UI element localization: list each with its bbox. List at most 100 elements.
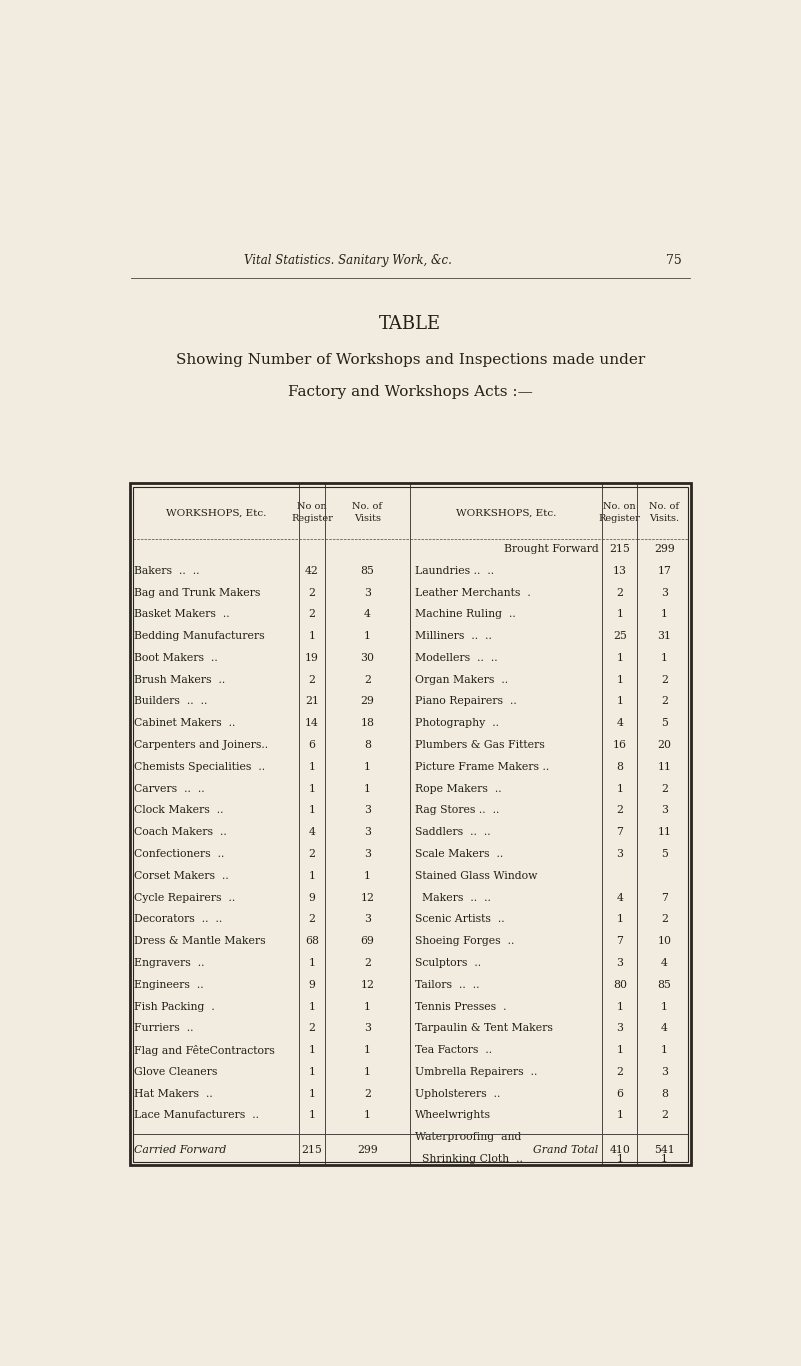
Text: 3: 3 xyxy=(364,1023,371,1033)
Text: 1: 1 xyxy=(364,784,371,794)
Text: Vital Statistics. Sanitary Work, &c.: Vital Statistics. Sanitary Work, &c. xyxy=(244,254,452,266)
Text: Corset Makers  ..: Corset Makers .. xyxy=(135,870,229,881)
Text: Plumbers & Gas Fitters: Plumbers & Gas Fitters xyxy=(415,740,545,750)
Text: 1: 1 xyxy=(616,1154,623,1164)
Text: Chemists Specialities  ..: Chemists Specialities .. xyxy=(135,762,265,772)
Text: Dress & Mantle Makers: Dress & Mantle Makers xyxy=(135,936,266,947)
Text: Clock Makers  ..: Clock Makers .. xyxy=(135,806,223,816)
Text: 3: 3 xyxy=(616,1023,623,1033)
Text: Hat Makers  ..: Hat Makers .. xyxy=(135,1089,213,1098)
Text: 215: 215 xyxy=(302,1145,323,1154)
Text: 5: 5 xyxy=(661,850,668,859)
Text: 2: 2 xyxy=(616,587,623,597)
Text: Factory and Workshops Acts :—: Factory and Workshops Acts :— xyxy=(288,385,533,399)
Text: Machine Ruling  ..: Machine Ruling .. xyxy=(415,609,516,619)
Text: 2: 2 xyxy=(661,697,668,706)
Text: 4: 4 xyxy=(616,892,623,903)
Text: 25: 25 xyxy=(613,631,626,641)
Text: 4: 4 xyxy=(661,958,668,968)
Text: Flag and FêteContractors: Flag and FêteContractors xyxy=(135,1045,275,1056)
Text: Decorators  ..  ..: Decorators .. .. xyxy=(135,914,223,925)
Text: 1: 1 xyxy=(308,762,316,772)
Text: 5: 5 xyxy=(661,719,668,728)
Text: Carpenters and Joiners..: Carpenters and Joiners.. xyxy=(135,740,268,750)
Text: 1: 1 xyxy=(364,1001,371,1012)
Text: 2: 2 xyxy=(308,675,316,684)
Text: 1: 1 xyxy=(364,762,371,772)
Text: 3: 3 xyxy=(661,587,668,597)
Text: 42: 42 xyxy=(305,566,319,575)
Text: 1: 1 xyxy=(308,1001,316,1012)
Text: 1: 1 xyxy=(364,870,371,881)
Text: 215: 215 xyxy=(610,544,630,555)
Text: 1: 1 xyxy=(616,914,623,925)
Text: Modellers  ..  ..: Modellers .. .. xyxy=(415,653,497,663)
Text: 1: 1 xyxy=(616,1111,623,1120)
Text: 1: 1 xyxy=(364,1067,371,1076)
Text: Saddlers  ..  ..: Saddlers .. .. xyxy=(415,828,490,837)
Text: No. of
Visits.: No. of Visits. xyxy=(650,503,679,523)
Text: 1: 1 xyxy=(364,1045,371,1055)
Text: 16: 16 xyxy=(613,740,626,750)
Text: 2: 2 xyxy=(364,1089,371,1098)
Text: Engineers  ..: Engineers .. xyxy=(135,979,203,990)
Text: 4: 4 xyxy=(308,828,316,837)
Text: Showing Number of Workshops and Inspections made under: Showing Number of Workshops and Inspecti… xyxy=(175,354,645,367)
Text: Upholsterers  ..: Upholsterers .. xyxy=(415,1089,500,1098)
Text: No. on
Register: No. on Register xyxy=(599,503,641,523)
Text: Shoeing Forges  ..: Shoeing Forges .. xyxy=(415,936,514,947)
Text: 1: 1 xyxy=(308,784,316,794)
Text: 11: 11 xyxy=(658,828,671,837)
Text: Bag and Trunk Makers: Bag and Trunk Makers xyxy=(135,587,260,597)
Text: Wheelwrights: Wheelwrights xyxy=(415,1111,491,1120)
Text: Grand Total: Grand Total xyxy=(533,1145,598,1154)
Text: 2: 2 xyxy=(661,1111,668,1120)
Text: 85: 85 xyxy=(360,566,374,575)
Text: Tea Factors  ..: Tea Factors .. xyxy=(415,1045,492,1055)
Text: Glove Cleaners: Glove Cleaners xyxy=(135,1067,218,1076)
Text: 6: 6 xyxy=(308,740,316,750)
Text: 12: 12 xyxy=(360,979,375,990)
Text: Waterproofing  and: Waterproofing and xyxy=(415,1132,521,1142)
Text: 2: 2 xyxy=(616,806,623,816)
Text: Photography  ..: Photography .. xyxy=(415,719,499,728)
Text: 69: 69 xyxy=(360,936,374,947)
Text: Picture Frame Makers ..: Picture Frame Makers .. xyxy=(415,762,549,772)
Text: 14: 14 xyxy=(305,719,319,728)
Text: 1: 1 xyxy=(616,784,623,794)
Text: 2: 2 xyxy=(308,609,316,619)
Text: 3: 3 xyxy=(364,914,371,925)
Text: 8: 8 xyxy=(661,1089,668,1098)
Text: Makers  ..  ..: Makers .. .. xyxy=(415,892,491,903)
Text: 410: 410 xyxy=(610,1145,630,1154)
Text: Bedding Manufacturers: Bedding Manufacturers xyxy=(135,631,265,641)
Text: TABLE: TABLE xyxy=(379,316,441,333)
Text: 29: 29 xyxy=(360,697,374,706)
Text: 1: 1 xyxy=(364,631,371,641)
Text: 11: 11 xyxy=(658,762,671,772)
Text: 2: 2 xyxy=(661,914,668,925)
Text: No. of
Visits: No. of Visits xyxy=(352,503,383,523)
Text: 541: 541 xyxy=(654,1145,674,1154)
Text: Basket Makers  ..: Basket Makers .. xyxy=(135,609,230,619)
Text: 3: 3 xyxy=(364,828,371,837)
Text: No on
Register: No on Register xyxy=(291,503,333,523)
Text: Brought Forward: Brought Forward xyxy=(504,544,598,555)
Text: 1: 1 xyxy=(616,1045,623,1055)
Text: 9: 9 xyxy=(308,979,316,990)
Text: 1: 1 xyxy=(308,870,316,881)
Text: Scenic Artists  ..: Scenic Artists .. xyxy=(415,914,505,925)
Text: Coach Makers  ..: Coach Makers .. xyxy=(135,828,227,837)
Text: Sculptors  ..: Sculptors .. xyxy=(415,958,481,968)
Text: Builders  ..  ..: Builders .. .. xyxy=(135,697,207,706)
Text: Laundries ..  ..: Laundries .. .. xyxy=(415,566,494,575)
Text: 1: 1 xyxy=(308,806,316,816)
Text: 2: 2 xyxy=(308,914,316,925)
Text: Confectioners  ..: Confectioners .. xyxy=(135,850,224,859)
Text: 31: 31 xyxy=(658,631,671,641)
Text: Tailors  ..  ..: Tailors .. .. xyxy=(415,979,479,990)
Text: Piano Repairers  ..: Piano Repairers .. xyxy=(415,697,517,706)
Text: Rag Stores ..  ..: Rag Stores .. .. xyxy=(415,806,499,816)
Text: 2: 2 xyxy=(364,958,371,968)
Text: 1: 1 xyxy=(661,1045,668,1055)
